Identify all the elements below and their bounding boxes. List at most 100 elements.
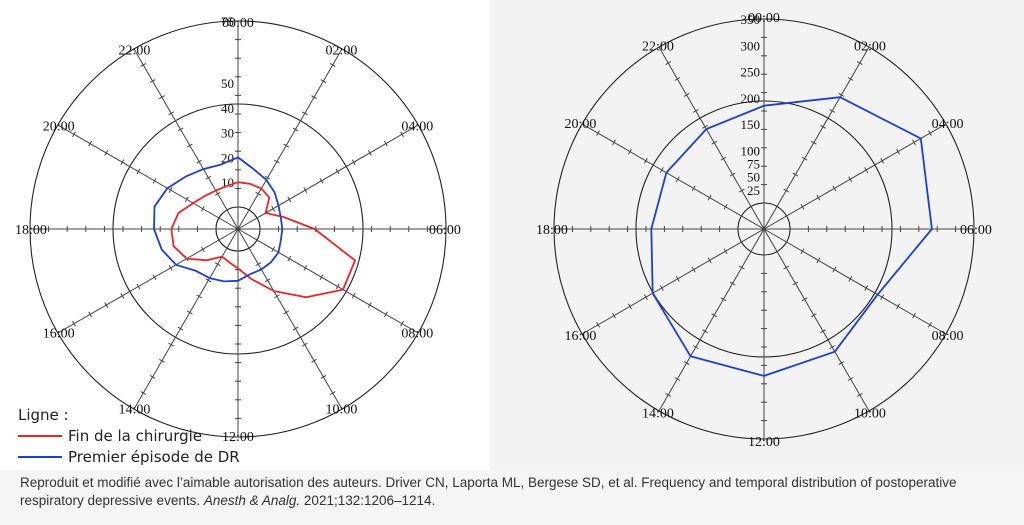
spoke-tick [149,79,156,84]
caption-journal: Anesth & Analg. [203,493,301,508]
hour-label: 02:00 [854,39,886,54]
spoke-tick [692,108,699,113]
spoke-tick [792,281,799,286]
spoke-tick [723,203,728,210]
radial-tick-label: 300 [741,38,761,53]
spoke-tick [351,292,356,299]
legend-item-end-of-surgery: Fin de la chirurgie [18,425,240,446]
hour-label: 16:00 [43,327,75,342]
polar-chart-right: 00:00 02:00 04:00 06:00 08:00 10:00 12:00 14:00… [536,11,992,450]
spoke-tick [729,281,736,286]
series-line [650,96,933,377]
spoke-tick [683,93,690,97]
spoke-tick [864,167,869,173]
spoke-tick [303,265,308,271]
caption-citation: 2021;132:1206–1214. [300,493,436,508]
spoke-tick [801,297,808,302]
caption: Reproduit et modifié avec l’aimable auto… [20,474,1010,510]
spoke-tick [596,130,601,137]
hour-label: 06:00 [960,223,992,238]
spoke-tick [149,374,156,379]
spoke-tick [351,159,356,166]
spoke-tick [683,361,690,365]
spoke-tick [880,157,885,164]
legend-label: Premier épisode de DR [68,447,240,466]
spoke-tick [612,139,616,146]
spoke-tick [255,262,262,267]
hour-label: 14:00 [119,402,151,417]
spoke-tick [271,246,276,253]
radial-tick-label: 30 [221,126,234,141]
spoke-tick [320,79,327,84]
hour-label: 06:00 [429,223,461,238]
hour-label: 12:00 [748,435,780,450]
spoke-tick [707,257,712,264]
spoke-tick [136,168,141,175]
legend-swatch-red [18,434,62,437]
radial-tick-label: 40 [221,101,234,116]
spoke-tick [159,358,165,363]
spoke-tick [383,311,388,318]
legend-swatch-blue [18,455,62,458]
spoke-line [658,228,765,412]
spoke-tick [205,175,212,180]
spoke-tick [880,294,885,301]
spoke-line [237,48,343,230]
radial-tick-label: 50 [747,170,760,185]
radial-tick-label: 20 [221,150,234,165]
spoke-tick [847,77,854,81]
spoke-tick [196,159,202,164]
spoke-tick [832,185,837,192]
spoke-tick [287,196,292,203]
hour-label: 20:00 [564,117,596,132]
spoke-tick [702,124,708,129]
spoke-tick [723,248,728,255]
radial-tick-label: 200 [741,91,761,106]
spoke-tick [319,274,324,281]
spoke-tick [628,303,632,310]
spoke-tick [801,156,808,161]
spoke-tick [88,140,93,147]
spoke-tick [711,313,718,318]
spoke-tick [912,312,916,319]
spoke-tick [140,63,147,67]
spoke-tick [168,187,173,193]
spoke-line [133,48,239,230]
spoke-tick [264,278,271,283]
spoke-tick [674,77,681,81]
spoke-tick [196,294,202,299]
spoke-line [133,228,239,410]
spoke-tick [820,329,826,334]
spoke-tick [255,191,262,196]
spoke-tick [283,310,290,315]
spoke-tick [800,203,805,210]
legend: Ligne : Fin de la chirurgie Premier épis… [18,404,240,467]
spoke-line [57,124,239,230]
spoke-line [763,123,947,230]
spoke-tick [829,345,836,350]
radial-tick-label: 75 [747,157,760,172]
hour-label: 18:00 [15,223,47,238]
hour-label: 12:00 [222,430,254,445]
spoke-tick [88,311,93,318]
spoke-tick [301,111,308,116]
spoke-tick [177,326,184,331]
spoke-tick [152,177,157,184]
spoke-tick [674,377,681,381]
spoke-line [57,228,239,334]
spoke-tick [643,157,648,164]
spoke-tick [274,294,280,299]
spoke-line [237,124,419,230]
hour-label: 02:00 [326,44,358,59]
spoke-line [581,123,765,230]
spoke-tick [896,303,900,310]
spoke-tick [820,124,826,129]
spoke-tick [159,95,165,100]
spoke-tick [856,61,863,66]
hour-label: 22:00 [119,44,151,59]
spoke-tick [738,188,745,193]
spoke-tick [320,374,327,379]
spoke-tick [367,150,372,156]
spoke-tick [200,246,205,253]
radial-tick-label: 25 [747,183,760,198]
